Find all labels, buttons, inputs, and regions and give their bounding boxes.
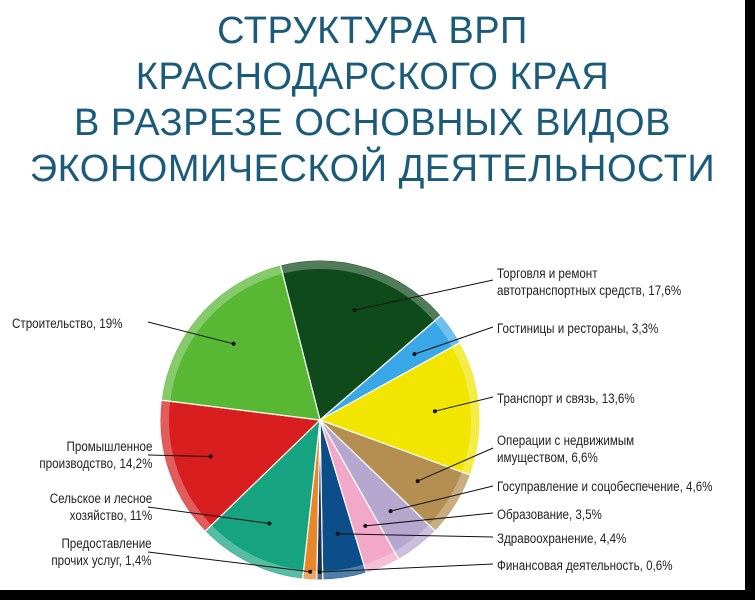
label-realestate-line-2: имуществом, 6,6% [497, 450, 598, 465]
leader-dot [267, 521, 272, 526]
leader-line [434, 396, 494, 412]
title-line-2: КРАСНОДАРСКОГО КРАЯ [135, 56, 610, 98]
leader-dot [415, 479, 420, 484]
label-health: Здравоохранение, 4,4% [497, 530, 626, 547]
label-transport-line-1: Транспорт и связь, 13,6% [497, 391, 635, 406]
leader-line [147, 321, 234, 345]
label-transport: Транспорт и связь, 13,6% [497, 390, 635, 407]
label-agri-line-2: хозяйство, 11% [69, 508, 152, 523]
label-construction: Строительство, 19% [12, 315, 122, 332]
pie-chart [147, 259, 494, 581]
leader-line [417, 447, 494, 482]
pie-bevel [161, 261, 479, 579]
label-trade-line-2: автотранспортных средств, 17,6% [497, 283, 682, 298]
label-finance-line-1: Финансовая деятельность, 0,6% [497, 558, 673, 573]
label-hotels: Гостиницы и рестораны, 3,3% [497, 320, 658, 337]
leader-line [365, 512, 494, 527]
leader-dot [352, 308, 357, 313]
leader-line [147, 551, 311, 573]
leader-dot [388, 509, 393, 514]
leader-line [337, 533, 494, 538]
leader-dot [317, 570, 322, 574]
pie-slice [204, 418, 321, 580]
pie-slice [159, 399, 322, 533]
label-agri: Сельское и лесное хозяйство, 11% [49, 490, 152, 524]
leader-dot [412, 352, 417, 357]
leader-dot [208, 454, 213, 459]
label-other-line-2: прочих услуг, 1,4% [51, 553, 152, 568]
leader-line [147, 506, 270, 524]
label-agri-line-1: Сельское и лесное [49, 491, 152, 506]
label-health-line-1: Здравоохранение, 4,4% [497, 531, 627, 546]
label-other-line-1: Предоставление [61, 536, 152, 551]
label-gov-line-1: Госуправление и соцобеспечение, 4,6% [497, 479, 713, 494]
leader-dot [335, 531, 340, 536]
pie-slice [160, 264, 321, 421]
leader-line [390, 485, 494, 512]
title-line-4: ЭКОНОМИЧЕСКОЙ ДЕЯТЕЛЬНОСТИ [29, 148, 716, 190]
leader-line [319, 563, 494, 573]
label-trade-line-1: Торговля и ремонт [497, 266, 598, 281]
label-realestate: Операции с недвижимым имуществом, 6,6% [497, 432, 634, 466]
label-industry-line-2: производство, 14,2% [38, 456, 152, 471]
label-finance: Финансовая деятельность, 0,6% [497, 557, 673, 574]
label-industry: Промышленное производство, 14,2% [39, 438, 152, 472]
leader-dot [231, 341, 236, 346]
leader-line [147, 454, 211, 457]
leader-dot [432, 409, 437, 414]
leader-line [414, 326, 494, 355]
chart-title: СТРУКТУРА ВРП КРАСНОДАРСКОГО КРАЯ В РАЗР… [0, 8, 745, 192]
label-edu: Образование, 3,5% [497, 506, 602, 523]
label-gov: Госуправление и соцобеспечение, 4,6% [497, 478, 712, 495]
label-hotels-line-1: Гостиницы и рестораны, 3,3% [497, 321, 659, 336]
leader-dot [363, 523, 368, 528]
title-line-1: СТРУКТУРА ВРП [217, 10, 528, 52]
title-line-3: В РАЗРЕЗЕ ОСНОВНЫХ ВИДОВ [74, 102, 671, 144]
label-edu-line-1: Образование, 3,5% [497, 507, 602, 522]
leader-dot [308, 569, 313, 574]
label-realestate-line-1: Операции с недвижимым [497, 433, 635, 448]
pie-slice [318, 341, 481, 476]
leader-line [354, 279, 494, 311]
label-trade: Торговля и ремонт автотранспортных средс… [497, 265, 681, 299]
label-other: Предоставление прочих услуг, 1,4% [52, 535, 152, 569]
label-industry-line-1: Промышленное [66, 439, 152, 454]
label-construction-line-1: Строительство, 19% [12, 316, 123, 331]
